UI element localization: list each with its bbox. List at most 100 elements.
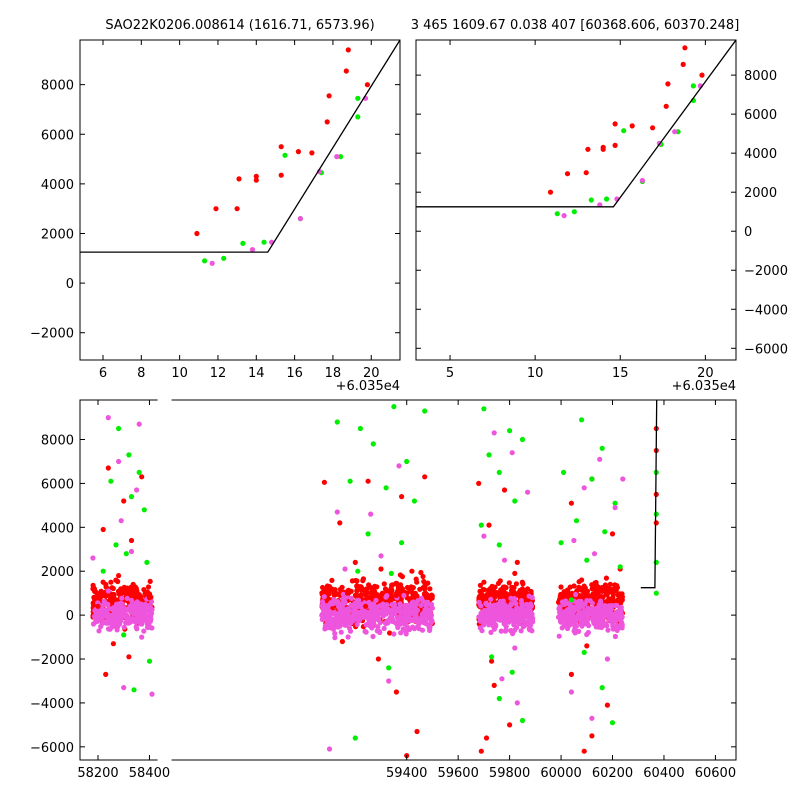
data-point bbox=[496, 469, 502, 475]
data-point bbox=[391, 404, 397, 410]
cluster-point bbox=[480, 619, 486, 625]
y-tick-label: 6000 bbox=[744, 108, 777, 123]
data-point bbox=[568, 689, 575, 695]
data-point bbox=[386, 678, 392, 684]
data-point bbox=[599, 685, 605, 691]
cluster-point bbox=[389, 607, 396, 613]
data-point bbox=[352, 559, 358, 566]
y-tick-label: −2000 bbox=[30, 653, 74, 668]
cluster-point bbox=[99, 620, 106, 626]
cluster-point bbox=[329, 577, 335, 584]
data-point bbox=[399, 540, 405, 546]
cluster-point bbox=[101, 598, 107, 605]
x-tick-label: 10 bbox=[527, 366, 544, 381]
cluster-point bbox=[354, 592, 360, 599]
cluster-point bbox=[488, 629, 494, 636]
cluster-point bbox=[555, 614, 562, 620]
data-point bbox=[519, 436, 526, 443]
cluster-point bbox=[133, 607, 139, 613]
cluster-point bbox=[588, 606, 594, 612]
data-point bbox=[278, 172, 284, 178]
cluster-point bbox=[332, 592, 338, 598]
data-point bbox=[653, 520, 659, 526]
cluster-point bbox=[610, 623, 616, 630]
cluster-point bbox=[148, 599, 155, 605]
cluster-point bbox=[332, 630, 338, 637]
cluster-point bbox=[339, 584, 345, 590]
cluster-point bbox=[100, 579, 106, 585]
data-point bbox=[650, 125, 656, 131]
data-point bbox=[236, 176, 242, 182]
cluster-point bbox=[104, 620, 110, 626]
cluster-point bbox=[525, 606, 531, 612]
cluster-point bbox=[336, 591, 342, 597]
data-point bbox=[519, 717, 526, 724]
cluster-point bbox=[401, 621, 407, 627]
x-tick-label: 12 bbox=[210, 366, 227, 381]
cluster-point bbox=[384, 610, 390, 616]
cluster-point bbox=[120, 607, 126, 613]
cluster-point bbox=[564, 621, 570, 627]
cluster-point bbox=[506, 580, 512, 586]
data-point bbox=[326, 584, 333, 590]
cluster-point bbox=[351, 608, 358, 614]
data-point bbox=[478, 748, 484, 754]
cluster-point bbox=[585, 629, 592, 636]
cluster-point bbox=[528, 601, 534, 607]
data-point bbox=[621, 128, 627, 134]
data-point bbox=[128, 537, 135, 544]
cluster-point bbox=[91, 594, 97, 600]
cluster-point bbox=[324, 620, 330, 626]
cluster-point bbox=[401, 613, 407, 619]
data-point bbox=[481, 406, 487, 412]
cluster-point bbox=[571, 606, 577, 612]
data-point bbox=[347, 478, 353, 484]
cluster-point bbox=[606, 598, 612, 604]
data-point bbox=[427, 586, 433, 592]
cluster-point bbox=[374, 615, 380, 621]
y-tick-label: 0 bbox=[66, 277, 74, 292]
y-tick-label: −4000 bbox=[30, 697, 74, 712]
cluster-point bbox=[370, 624, 376, 630]
data-point bbox=[617, 564, 623, 570]
cluster-point bbox=[362, 592, 368, 598]
cluster-point bbox=[374, 592, 380, 598]
data-point bbox=[564, 171, 571, 177]
x-tick-label: 6 bbox=[99, 366, 107, 381]
cluster-point bbox=[359, 585, 365, 592]
data-point bbox=[653, 511, 659, 517]
cluster-point bbox=[512, 610, 518, 616]
x-offset-label: +6.035e4 bbox=[336, 379, 400, 394]
cluster-point bbox=[349, 578, 355, 584]
data-point bbox=[116, 573, 122, 579]
data-point bbox=[653, 590, 659, 596]
cluster-point bbox=[502, 628, 509, 634]
data-point bbox=[278, 144, 284, 150]
cluster-point bbox=[141, 608, 148, 614]
cluster-point bbox=[492, 593, 498, 600]
cluster-point bbox=[572, 621, 578, 627]
data-point bbox=[375, 656, 381, 662]
data-point bbox=[491, 430, 497, 436]
data-point bbox=[579, 577, 585, 583]
cluster-point bbox=[478, 603, 484, 609]
cluster-point bbox=[340, 596, 346, 602]
cluster-point bbox=[582, 601, 588, 607]
cluster-point bbox=[124, 595, 130, 602]
cluster-point bbox=[614, 584, 621, 591]
data-point bbox=[309, 150, 315, 156]
y-tick-label: −2000 bbox=[30, 327, 74, 342]
cluster-point bbox=[589, 593, 595, 599]
data-point bbox=[126, 654, 132, 660]
cluster-point bbox=[368, 593, 375, 599]
cluster-point bbox=[409, 608, 415, 614]
data-point bbox=[486, 452, 492, 458]
panel-left-title: SAO22K0206.008614 (1616.71, 6573.96) bbox=[105, 18, 375, 33]
x-tick-label: 18 bbox=[325, 366, 342, 381]
cluster-point bbox=[394, 614, 400, 621]
data-point bbox=[121, 498, 127, 504]
data-point bbox=[682, 45, 688, 51]
cluster-point bbox=[607, 581, 613, 587]
data-point bbox=[90, 555, 96, 561]
